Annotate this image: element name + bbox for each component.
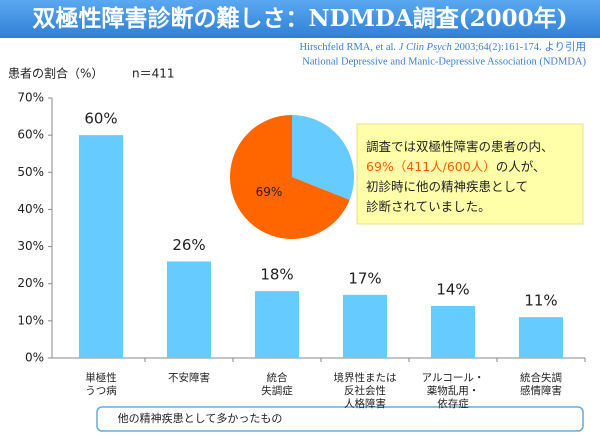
x-tick-label: 薬物乱用・ (427, 384, 480, 397)
y-tick-label: 10% (17, 313, 44, 327)
pie-slice (230, 115, 350, 239)
note-line: 調査では双極性障害の患者の内、 (366, 139, 554, 154)
x-tick-label: 反社会性 (344, 384, 386, 397)
bar (255, 291, 299, 358)
bar (431, 306, 475, 358)
x-tick-label: 感情障害 (520, 384, 562, 397)
pie-label: 69% (256, 185, 283, 199)
citation: National Depressive and Manic-Depressive… (302, 56, 586, 67)
citation-part: J Clin Psych (399, 42, 452, 53)
note: 調査では双極性障害の患者の内、69%（411人/600人）の人が、初診時に他の精… (366, 139, 554, 214)
title: 双極性障害診断の難しさ：NDMDA調査(2000年) (33, 5, 568, 32)
bar (167, 261, 211, 358)
y-tick-label: 60% (17, 128, 44, 142)
x-tick-label: 不安障害 (168, 371, 210, 384)
x-tick-label: 統合 (267, 371, 288, 384)
note-part: 69%（411人/600人） (366, 159, 496, 174)
note-part: 診断されていました。 (366, 199, 491, 214)
group-bracket (96, 406, 584, 432)
y-tick-label: 20% (17, 276, 44, 290)
x-tick-label: 失調症 (261, 384, 293, 397)
y-tick-label: 30% (17, 239, 44, 253)
x-tick-label: 依存症 (437, 397, 469, 410)
y-tick-label: 70% (17, 91, 44, 105)
note-part: 調査では双極性障害の患者の内、 (366, 139, 554, 154)
value-label: 18% (260, 266, 293, 284)
x-tick-label: 人格障害 (344, 397, 386, 410)
value-label: 60% (84, 110, 117, 128)
y-tick-label: 40% (17, 202, 44, 216)
x-tick-label: うつ病 (85, 384, 117, 397)
x-tick-label: 境界性または (334, 371, 397, 384)
bar (79, 135, 123, 358)
bar (519, 317, 563, 358)
y-tick-label: 0% (25, 351, 44, 365)
note-line: 69%（411人/600人）の人が、 (366, 159, 545, 174)
sample-size: n＝411 (132, 67, 175, 81)
y-tick-label: 50% (17, 165, 44, 179)
y-axis-label: 患者の割合（%） (8, 66, 103, 81)
citation-part: Hirschfeld RMA, et al. (300, 42, 399, 53)
note-line: 診断されていました。 (366, 199, 491, 214)
group-label: 他の精神疾患として多かったもの (118, 411, 283, 425)
value-label: 11% (524, 292, 557, 310)
x-tick-label: 単極性 (85, 371, 117, 384)
value-label: 17% (348, 269, 381, 287)
note-line: 初診時に他の精神疾患として (366, 179, 528, 194)
note-box (356, 123, 584, 225)
value-label: 14% (436, 281, 469, 299)
x-tick-label: アルコール・ (422, 372, 485, 384)
note-part: 初診時に他の精神疾患として (366, 179, 528, 194)
title-bar (0, 0, 600, 38)
bar (343, 294, 387, 358)
citation-part: 2003;64(2):161-174. より引用 (452, 40, 586, 53)
citation: Hirschfeld RMA, et al. J Clin Psych 2003… (300, 40, 586, 53)
note-part: の人が、 (496, 159, 546, 174)
value-label: 26% (172, 236, 205, 254)
x-tick-label: 統合失調 (520, 371, 562, 384)
pie-slice (292, 115, 354, 200)
